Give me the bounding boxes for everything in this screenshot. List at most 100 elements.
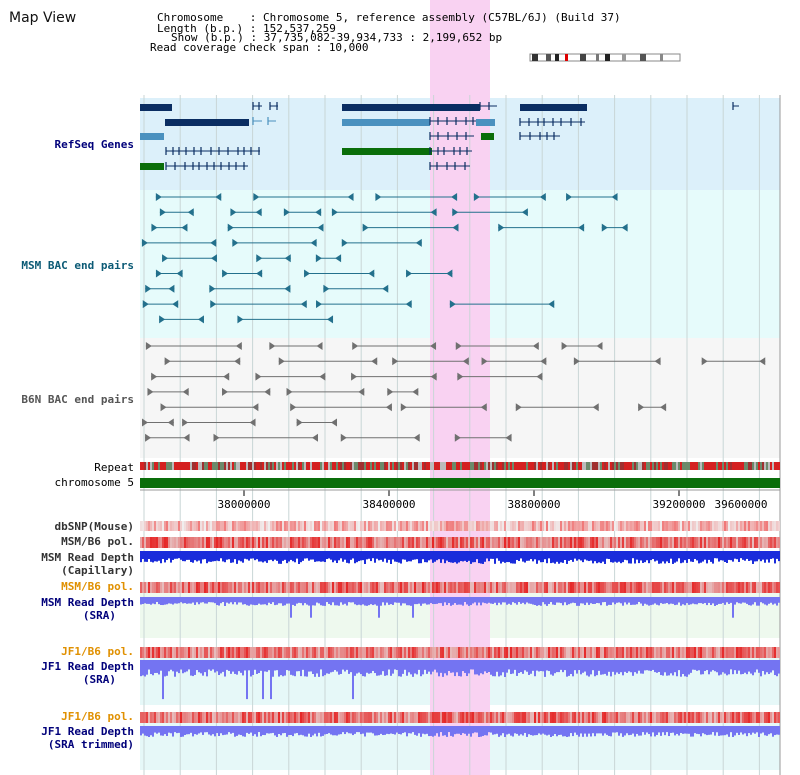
msm-pol-mark-2: [566, 582, 568, 593]
label-jf1-trim-2[interactable]: (SRA trimmed): [47, 738, 134, 751]
label-msm-bac[interactable]: MSM BAC end pairs: [21, 259, 134, 272]
jf1-sra-depth: [266, 660, 268, 672]
repeat-mark: [154, 462, 156, 470]
jf1-pol-mark-2: [566, 712, 568, 723]
jf1-pol-mark: [458, 647, 460, 658]
repeat-mark: [324, 462, 326, 470]
msm-sra-depth: [652, 597, 654, 605]
label-jf1-trim-1[interactable]: JF1 Read Depth: [41, 725, 134, 738]
msm-bac-pair-end: [310, 238, 317, 247]
dbsnp-mark: [414, 521, 416, 531]
jf1-trim-depth: [646, 726, 648, 733]
msm-pol-mark: [338, 537, 340, 548]
jf1-trim-depth: [666, 726, 668, 733]
jf1-trim-depth: [204, 726, 206, 733]
label-chromosome[interactable]: chromosome 5: [54, 476, 134, 489]
label-repeat[interactable]: Repeat: [94, 461, 134, 474]
label-msm-depth-cap-1[interactable]: MSM Read Depth: [41, 551, 134, 564]
dbsnp-mark: [348, 521, 350, 531]
msm-pol-mark: [246, 537, 248, 548]
jf1-trim-depth: [590, 726, 592, 737]
jf1-trim-depth: [400, 726, 402, 735]
dbsnp-mark: [474, 521, 476, 531]
dbsnp-mark: [450, 521, 452, 531]
jf1-pol-mark: [566, 647, 568, 658]
jf1-trim-depth: [404, 726, 406, 733]
msm-sra-depth: [604, 597, 606, 603]
msm-pol-mark-2: [726, 582, 728, 593]
msm-pol-mark-2: [530, 582, 532, 593]
jf1-pol-mark-2: [552, 712, 554, 723]
jf1-sra-depth: [168, 660, 170, 672]
jf1-pol-mark: [518, 647, 520, 658]
repeat-mark: [212, 462, 214, 470]
repeat-mark: [160, 462, 162, 470]
label-msm-depth-cap-2[interactable]: (Capillary): [61, 564, 134, 577]
dbsnp-mark: [214, 521, 216, 531]
msm-pol-mark-2: [252, 582, 254, 593]
jf1-sra-depth: [192, 660, 194, 677]
label-dbsnp[interactable]: dbSNP(Mouse): [54, 520, 134, 533]
repeat-mark: [320, 462, 322, 470]
msm-pol-mark: [346, 537, 348, 548]
jf1-sra-depth: [326, 660, 328, 674]
msm-pol-mark-2: [460, 582, 462, 593]
repeat-mark: [654, 462, 656, 470]
msm-pol-mark: [174, 537, 176, 548]
jf1-pol-mark-2: [616, 712, 618, 723]
label-refseq-genes[interactable]: RefSeq Genes: [54, 138, 134, 151]
jf1-pol-mark-2: [738, 712, 740, 723]
label-msm-pol-2[interactable]: MSM/B6 pol.: [61, 580, 134, 593]
jf1-sra-depth: [188, 660, 190, 670]
msm-pol-mark: [776, 537, 778, 548]
jf1-trim-depth: [568, 726, 570, 737]
jf1-sra-depth: [580, 660, 582, 675]
msm-sra-depth: [434, 597, 436, 605]
label-msm-depth-sra-1[interactable]: MSM Read Depth: [41, 596, 134, 609]
msm-capillary-depth: [684, 551, 686, 561]
dbsnp-mark: [554, 521, 556, 531]
label-jf1-pol-2[interactable]: JF1/B6 pol.: [61, 710, 134, 723]
jf1-trim-depth: [490, 726, 492, 733]
msm-sra-depth: [742, 597, 744, 603]
msm-pol-mark-2: [240, 582, 242, 593]
jf1-pol-mark-2: [648, 712, 650, 723]
msm-pol-mark: [700, 537, 702, 548]
dbsnp-mark: [600, 521, 602, 531]
jf1-trim-depth: [478, 726, 480, 737]
repeat-mark: [700, 462, 702, 470]
msm-capillary-depth: [636, 551, 638, 560]
jf1-trim-depth: [188, 726, 190, 735]
jf1-pol-mark-2: [454, 712, 456, 723]
msm-capillary-depth: [528, 551, 530, 561]
dbsnp-mark: [674, 521, 676, 531]
jf1-trim-depth: [750, 726, 752, 735]
jf1-trim-depth: [344, 726, 346, 735]
repeat-mark: [142, 462, 144, 470]
label-jf1-depth-2[interactable]: (SRA): [82, 673, 116, 686]
jf1-pol-mark: [326, 647, 328, 658]
msm-pol-mark: [612, 537, 614, 548]
msm-pol-mark-2: [674, 582, 676, 593]
msm-sra-depth: [160, 597, 162, 605]
label-jf1-pol-1[interactable]: JF1/B6 pol.: [61, 645, 134, 658]
jf1-trim-depth: [330, 726, 332, 735]
msm-capillary-depth: [590, 551, 592, 561]
msm-pol-mark: [416, 537, 418, 548]
msm-pol-mark-2: [160, 582, 162, 593]
jf1-trim-depth: [272, 726, 274, 733]
label-msm-pol-1[interactable]: MSM/B6 pol.: [61, 535, 134, 548]
label-msm-depth-sra-2[interactable]: (SRA): [82, 609, 116, 622]
jf1-pol-mark-2: [476, 712, 478, 723]
jf1-sra-depth: [286, 660, 288, 671]
label-b6n-bac[interactable]: B6N BAC end pairs: [21, 393, 134, 406]
label-jf1-depth-1[interactable]: JF1 Read Depth: [41, 660, 134, 673]
msm-sra-depth: [568, 597, 570, 605]
msm-sra-depth: [672, 597, 674, 604]
jf1-sra-depth: [468, 660, 470, 674]
msm-pol-mark-2: [234, 582, 236, 593]
msm-pol-mark-2: [724, 582, 726, 593]
msm-capillary-depth: [396, 551, 398, 562]
msm-sra-depth: [712, 597, 714, 604]
